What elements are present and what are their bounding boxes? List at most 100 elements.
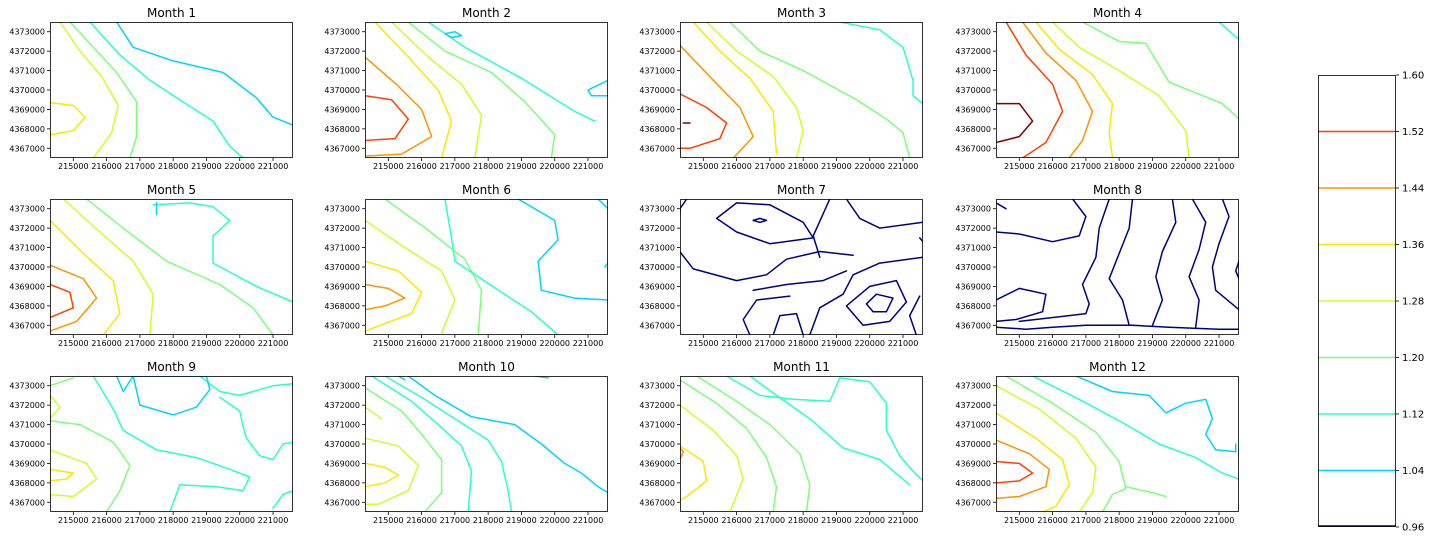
contour-line-1_60: [996, 102, 1034, 144]
contour-line-1_20: [407, 22, 556, 158]
contour-line-0_96: [752, 217, 768, 224]
panel-month-7: Month 7 215000 216000 217000 218000 219000 220…: [639, 183, 923, 348]
contour-line-1_12: [839, 22, 923, 105]
contour-line-1_12: [1218, 22, 1239, 41]
x-tick-label: 216000: [1037, 339, 1068, 348]
x-tick-label: 216000: [91, 162, 122, 171]
x-tick-label: 217000: [755, 516, 786, 525]
panel-title: Month 10: [458, 360, 515, 374]
y-tick-label: 4367000: [639, 321, 675, 330]
x-tick-label: 221000: [888, 516, 919, 525]
contour-line-1_36: [680, 445, 708, 502]
contour-lines: [680, 376, 923, 512]
y-tick-label: 4372000: [639, 224, 675, 233]
y-tick-label: 4371000: [639, 244, 675, 253]
y-tick-label: 4370000: [639, 86, 675, 95]
contour-line-1_20: [1005, 376, 1127, 512]
colorbar-tick-label: 1.44: [1402, 184, 1424, 195]
contour-line-0_96: [812, 199, 831, 259]
axes-frame: [996, 22, 1239, 158]
axes-frame: [996, 376, 1239, 512]
contour-line-1_52: [680, 93, 728, 150]
y-tick-label: 4367000: [324, 321, 360, 330]
x-tick-label: 215000: [688, 339, 719, 348]
contour-line-0_96: [809, 256, 923, 335]
x-tick-label: 219000: [821, 339, 852, 348]
axes-frame: [50, 22, 293, 158]
axes-frame: [996, 199, 1239, 335]
y-tick-label: 4367000: [639, 498, 675, 507]
contour-line-1_36: [50, 219, 121, 335]
colorbar-tick-label: 1.36: [1402, 240, 1424, 251]
y-tick-label: 4368000: [955, 479, 991, 488]
panel-title: Month 3: [777, 6, 826, 20]
contour-line-1_36: [1035, 22, 1114, 158]
x-tick-label: 220000: [854, 339, 885, 348]
contour-line-1_36: [50, 468, 75, 482]
x-tick-label: 215000: [688, 516, 719, 525]
x-tick-label: 221000: [573, 516, 604, 525]
x-tick-label: 220000: [224, 162, 255, 171]
contour-line-1_44: [365, 56, 433, 157]
x-tick-label: 219000: [506, 162, 537, 171]
x-tick-label: 215000: [688, 162, 719, 171]
contour-lines: [365, 376, 608, 512]
y-tick-label: 4371000: [955, 421, 991, 430]
y-tick-label: 4369000: [639, 282, 675, 291]
contour-line-1_20: [69, 22, 138, 158]
panel-month-9: Month 9 215000 216000 217000 218000 219000 220…: [9, 360, 293, 525]
y-tick-label: 4372000: [639, 47, 675, 56]
contour-line-1_12: [1031, 376, 1239, 480]
x-tick-label: 221000: [1204, 339, 1235, 348]
panel-month-2: Month 2 215000 216000 217000 218000 219000 220…: [324, 6, 608, 171]
x-tick-label: 221000: [258, 516, 289, 525]
x-tick-label: 220000: [539, 162, 570, 171]
x-tick-label: 217000: [125, 516, 156, 525]
x-tick-label: 219000: [191, 339, 222, 348]
y-tick-label: 4368000: [955, 302, 991, 311]
y-tick-label: 4370000: [639, 263, 675, 272]
panel-title: Month 5: [147, 183, 196, 197]
x-tick-label: 218000: [473, 516, 504, 525]
x-tick-label: 217000: [1071, 516, 1102, 525]
contour-line-1_44: [50, 264, 98, 332]
contour-lines: [365, 199, 608, 335]
x-tick-label: 219000: [506, 516, 537, 525]
x-tick-label: 217000: [755, 339, 786, 348]
y-tick-label: 4369000: [324, 105, 360, 114]
y-tick-label: 4373000: [324, 205, 360, 214]
y-tick-label: 4370000: [955, 86, 991, 95]
y-tick-label: 4367000: [955, 144, 991, 153]
panel-title: Month 9: [147, 360, 196, 374]
x-tick-label: 218000: [788, 162, 819, 171]
y-tick-label: 4368000: [639, 302, 675, 311]
y-tick-label: 4371000: [9, 244, 45, 253]
contour-line-1_44: [680, 447, 685, 461]
x-tick-label: 221000: [1204, 162, 1235, 171]
x-tick-label: 216000: [1037, 162, 1068, 171]
x-tick-label: 220000: [224, 339, 255, 348]
contour-line-1_52: [50, 283, 75, 319]
axes-frame: [680, 22, 923, 158]
x-tick-label: 216000: [721, 339, 752, 348]
y-tick-label: 4370000: [955, 440, 991, 449]
contour-line-1_44: [1021, 22, 1094, 158]
contour-line-1_12: [199, 376, 293, 397]
panel-title: Month 8: [1093, 183, 1142, 197]
y-tick-label: 4369000: [9, 105, 45, 114]
x-tick-label: 215000: [373, 339, 404, 348]
contour-lines: [50, 199, 293, 335]
contour-line-1_36: [365, 462, 400, 488]
contour-line-1_12: [272, 489, 293, 509]
y-tick-label: 4373000: [9, 28, 45, 37]
contour-line-0_96: [1188, 199, 1207, 328]
y-tick-label: 4368000: [9, 302, 45, 311]
y-tick-label: 4372000: [9, 401, 45, 410]
x-tick-label: 220000: [539, 339, 570, 348]
panel-title: Month 2: [462, 6, 511, 20]
panel-title: Month 12: [1089, 360, 1146, 374]
y-tick-label: 4371000: [324, 244, 360, 253]
x-tick-label: 217000: [440, 516, 471, 525]
x-tick-label: 221000: [888, 339, 919, 348]
